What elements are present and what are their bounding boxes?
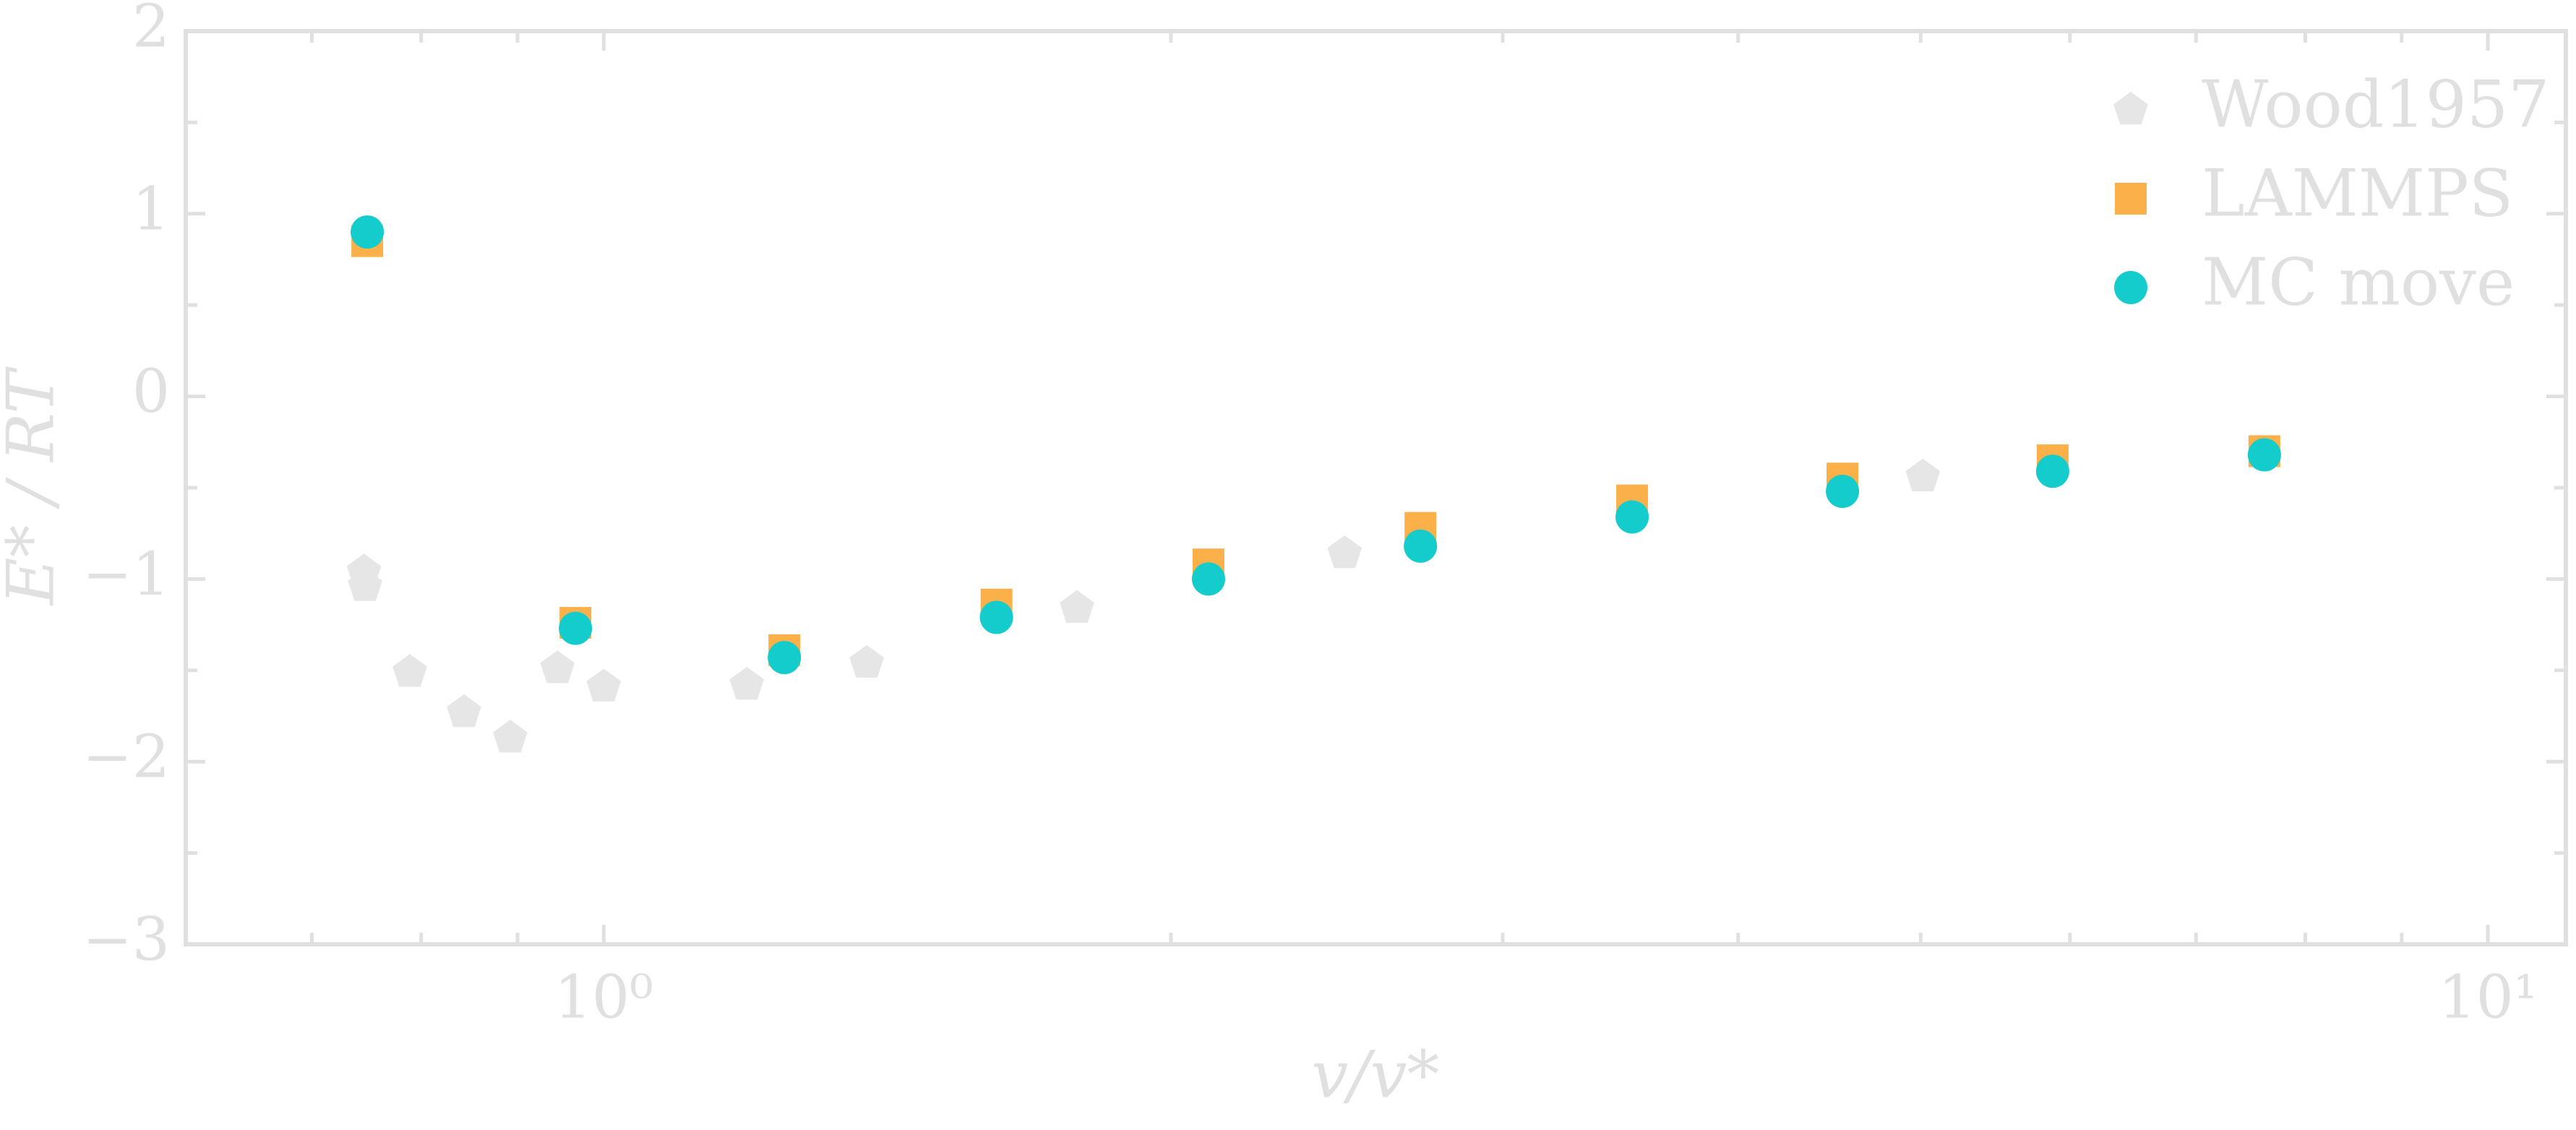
y-tick-label: −1: [82, 540, 170, 609]
circle-marker: [1826, 475, 1860, 509]
y-tick-label: 1: [132, 175, 170, 243]
circle-marker: [979, 600, 1013, 634]
legend-label: Wood1957: [2202, 66, 2549, 142]
x-tick-label: 10¹: [2438, 964, 2537, 1032]
circle-marker: [1404, 529, 1438, 563]
pentagon-marker: [540, 650, 575, 683]
pentagon-marker: [849, 644, 884, 678]
pentagon-marker: [729, 667, 764, 700]
x-tick-label: 10⁰: [554, 964, 653, 1032]
pentagon-marker: [392, 654, 427, 687]
pentagon-marker: [447, 694, 481, 728]
pentagon-marker: [1327, 535, 1362, 569]
circle-marker: [2247, 438, 2281, 472]
square-marker: [2115, 183, 2147, 215]
pentagon-marker: [1060, 590, 1094, 624]
x-axis-label: v/v*: [1311, 1037, 1439, 1113]
y-tick-label: 0: [132, 358, 170, 426]
y-tick-label: −2: [82, 723, 170, 792]
circle-marker: [1615, 500, 1649, 534]
circle-marker: [2114, 271, 2147, 304]
y-axis-label: E* / RT: [0, 366, 69, 606]
circle-marker: [559, 611, 593, 645]
circle-marker: [1192, 562, 1226, 596]
pentagon-marker: [348, 568, 382, 601]
circle-marker: [351, 215, 385, 249]
pentagon-marker: [493, 720, 528, 753]
circle-marker: [768, 641, 802, 675]
legend-label: LAMMPS: [2202, 155, 2513, 231]
pentagon-marker: [586, 668, 622, 702]
y-tick-label: 2: [132, 0, 170, 61]
pentagon-marker: [1905, 458, 1941, 492]
legend-label: MC move: [2202, 244, 2515, 320]
y-tick-label: −3: [82, 906, 170, 975]
circle-marker: [2035, 454, 2069, 488]
pentagon-marker: [2113, 92, 2148, 125]
